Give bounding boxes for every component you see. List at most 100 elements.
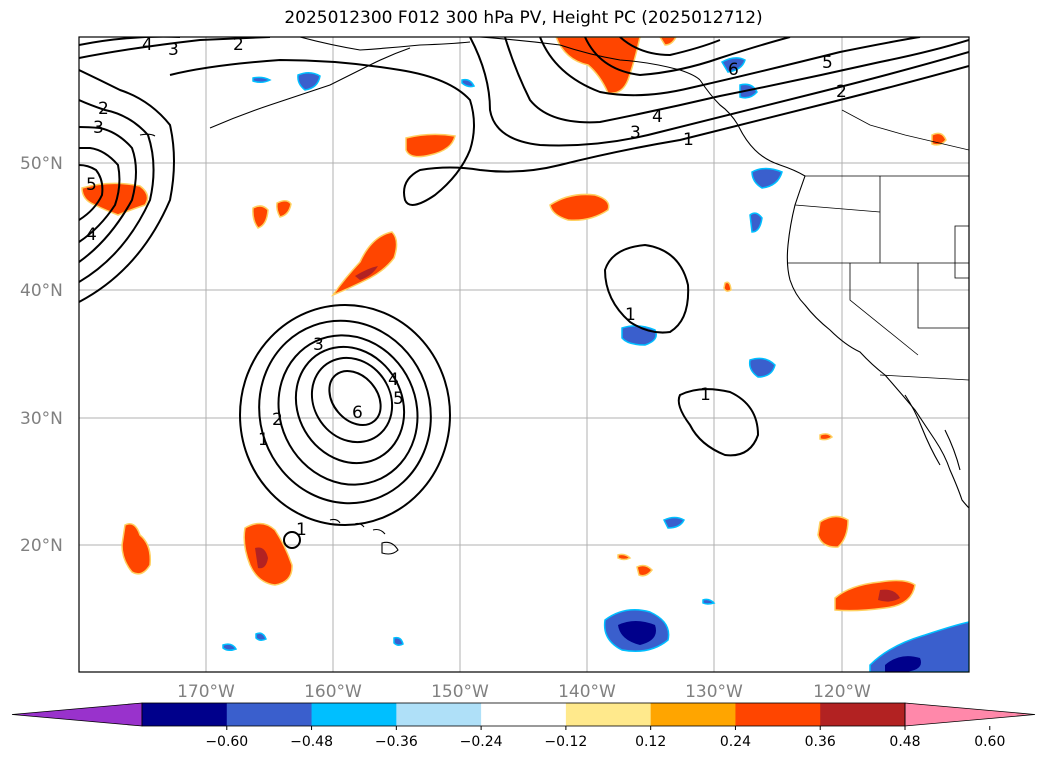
colorbar-segment (142, 703, 228, 726)
colorbar-tick-label: −0.48 (290, 734, 333, 750)
contour-label-4c: 4 (652, 107, 663, 127)
pv-neg-north1 (297, 72, 321, 91)
colorbar-segment (650, 703, 736, 726)
contour-low-1 (239, 304, 451, 526)
state-border-ca-nv (849, 263, 919, 356)
colorbar: −0.60 −0.48 −0.36 −0.24 −0.12 0.12 0.24 0.36 0.4… (11, 702, 1036, 750)
aleutian-chain (209, 47, 411, 129)
contour-label-3d: 3 (313, 335, 324, 355)
colorbar-extend-low (11, 702, 143, 727)
lon-label-140w: 140°W (558, 682, 616, 702)
pv-blob-42n-158w-core (355, 266, 378, 280)
contour-label-2b: 2 (98, 99, 109, 119)
contour-low-5 (310, 356, 394, 444)
island-misc (139, 133, 156, 137)
pv-neg-tiny5 (393, 636, 404, 647)
pv-neg-north2 (720, 57, 746, 73)
contour-label-2d: 2 (272, 410, 283, 430)
pv-neg-12n-117w-core (885, 656, 921, 672)
pv-blob-48n-166w (252, 205, 269, 229)
contour-top-1 (79, 37, 180, 46)
colorbar-tick-label: 0.36 (805, 734, 836, 750)
lon-label-170w: 170°W (177, 682, 235, 702)
coastlines (139, 37, 969, 555)
contour-label-1b: 1 (258, 430, 269, 450)
colorbar-segment (396, 703, 482, 726)
contour-small-20n (283, 531, 301, 549)
contour-label-3a: 3 (168, 40, 179, 60)
pv-blob-42n-158w (330, 231, 398, 297)
pv-neg-21n-131w (662, 516, 685, 529)
contour-label-4a: 4 (142, 35, 153, 55)
pv-blob-20n-165w (243, 522, 293, 586)
us-mexico-border (879, 374, 969, 381)
baja-coast (904, 394, 961, 471)
colorbar-tick-label: −0.36 (375, 734, 418, 750)
pv-blob-50n-155w (405, 133, 456, 158)
contour-label-2c: 2 (836, 82, 847, 102)
contour-low-3 (277, 334, 419, 486)
pv-blob-tiny5 (723, 281, 732, 292)
contour-label-1e: 1 (700, 385, 711, 405)
contour-nw-5 (79, 164, 104, 221)
pv-neg-37n-135w (621, 325, 657, 346)
colorbar-segment (311, 703, 397, 726)
state-border-nevada (917, 263, 969, 329)
contour-label-4b: 4 (86, 225, 97, 245)
map-panel (79, 37, 969, 672)
contour-label-2a: 2 (233, 35, 244, 55)
colorbar-tick-label: −0.12 (544, 734, 587, 750)
contour-low-4 (294, 345, 406, 465)
pv-neg-tiny3 (222, 643, 238, 652)
lon-label-130w: 130°W (685, 682, 743, 702)
contour-ne-5 (619, 37, 721, 57)
colorbar-tick-label: 0.60 (974, 734, 1005, 750)
pv-neg-north4 (751, 167, 783, 189)
pv-neg-tiny1 (252, 76, 272, 84)
contour-label-5c: 5 (393, 389, 404, 409)
contour-ne-3 (539, 37, 921, 97)
contour-nw-1 (79, 69, 175, 303)
contour-ne-1 (469, 37, 969, 147)
colorbar-tick-label: −0.60 (205, 734, 248, 750)
pv-blob-tiny1 (636, 564, 653, 577)
contour-low-2 (258, 319, 432, 505)
colorbar-tick-label: −0.24 (460, 734, 503, 750)
colorbar-segment (481, 703, 567, 726)
pv-negative-anomalies (222, 57, 969, 672)
pv-neg-45n-126w (749, 212, 763, 233)
latitude-labels: 50°N 40°N 30°N 20°N (20, 154, 63, 556)
pv-blob-20n-165w-core (255, 547, 268, 569)
contour-top-2 (79, 37, 271, 59)
map-title: 2025012300 F012 300 hPa PV, Height PC (2… (284, 8, 763, 28)
pv-blob-tiny2 (617, 553, 632, 561)
pv-neg-tiny6 (702, 598, 716, 605)
state-border-ut (954, 225, 969, 279)
pv-neg-tiny4 (255, 632, 267, 642)
contour-label-3b: 3 (93, 118, 104, 138)
pv-neg-34n-125w (748, 357, 776, 378)
pv-blob-tiny3 (819, 433, 834, 441)
contour-ne-2 (504, 37, 969, 124)
lon-label-120w: 120°W (813, 682, 871, 702)
contour-nw-2 (79, 99, 155, 283)
contour-east-2 (677, 388, 760, 457)
contour-east-1 (603, 243, 690, 334)
contour-label-4d: 4 (388, 370, 399, 390)
lat-label-50n: 50°N (20, 154, 63, 174)
contour-label-6b: 6 (352, 403, 363, 423)
height-contours (79, 37, 969, 549)
pv-blob-16n-120w-core (878, 589, 900, 602)
bc-border (841, 109, 969, 151)
pv-blob-50n-142w (549, 193, 610, 222)
contour-nw-4 (79, 147, 121, 243)
map-frame (78, 36, 970, 673)
colorbar-tick-label: 0.12 (635, 734, 666, 750)
contour-label-1c: 1 (296, 520, 307, 540)
colorbar-extend-high (904, 702, 1036, 727)
pv-neg-13n-138w-core (618, 621, 656, 645)
colorbar-segment (735, 703, 821, 726)
contour-label-3c: 3 (630, 123, 641, 143)
longitude-labels: 170°W 160°W 150°W 140°W 130°W 120°W (177, 682, 871, 702)
